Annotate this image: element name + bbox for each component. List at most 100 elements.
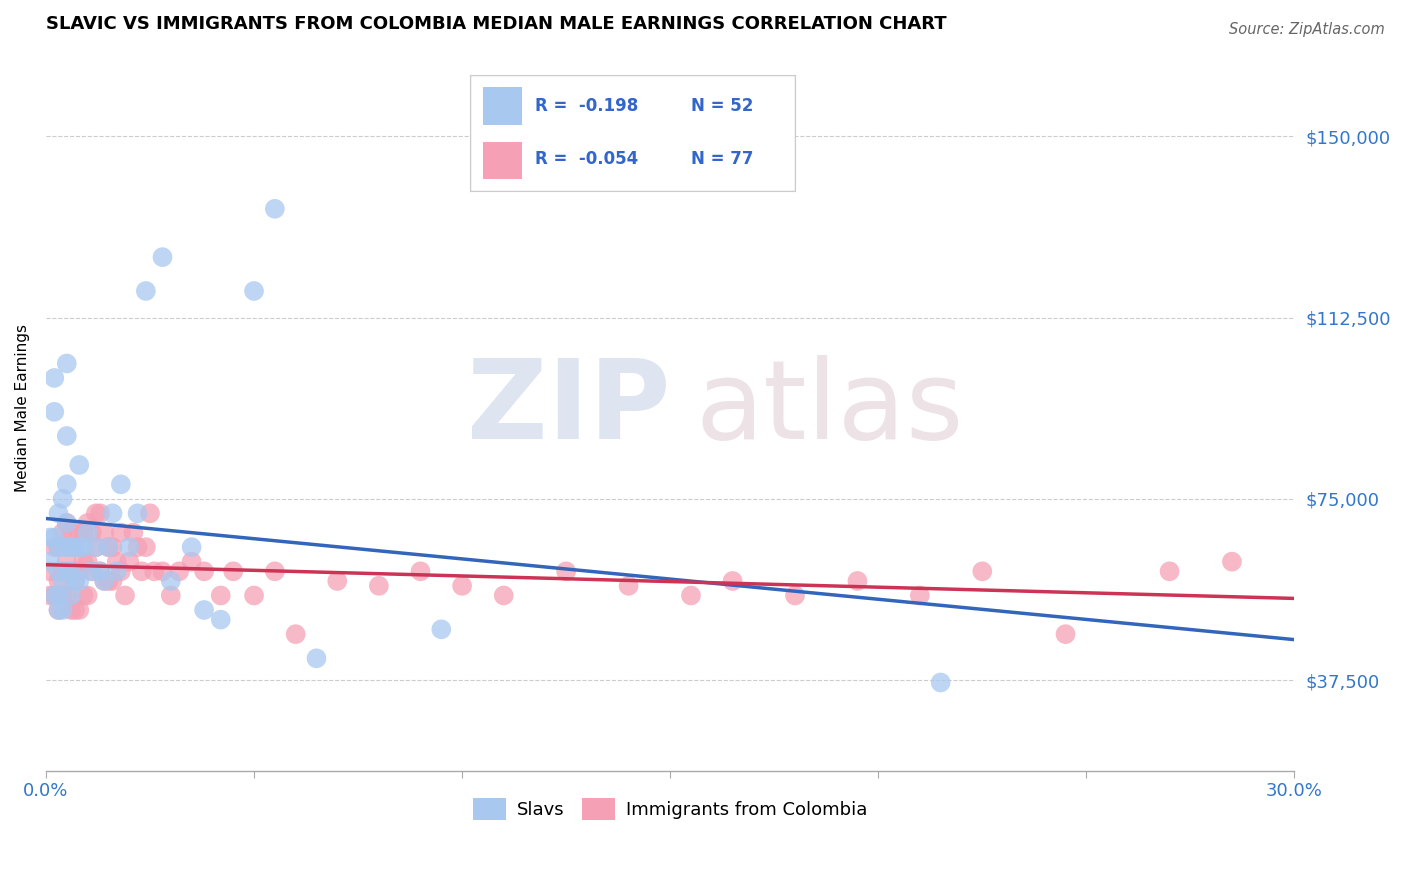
Y-axis label: Median Male Earnings: Median Male Earnings [15, 324, 30, 492]
Point [48, 506, 70, 520]
Point [1159, 564, 1181, 578]
Point [63, 540, 86, 554]
Point [89, 506, 111, 520]
Point [114, 589, 136, 603]
Point [52, 564, 75, 578]
Text: SLAVIC VS IMMIGRANTS FROM COLOMBIA MEDIAN MALE EARNINGS CORRELATION CHART: SLAVIC VS IMMIGRANTS FROM COLOMBIA MEDIA… [46, 15, 946, 33]
Point [326, 574, 349, 588]
Point [59, 564, 82, 578]
Point [180, 540, 202, 554]
Point [72, 589, 94, 603]
Point [55, 429, 77, 443]
Point [492, 589, 515, 603]
Point [105, 555, 128, 569]
Point [305, 651, 328, 665]
Point [135, 284, 157, 298]
Point [48, 589, 70, 603]
Point [122, 525, 145, 540]
Point [72, 540, 94, 554]
Point [63, 603, 86, 617]
Legend: Slavs, Immigrants from Colombia: Slavs, Immigrants from Colombia [467, 790, 875, 827]
Point [48, 540, 70, 554]
Point [89, 564, 111, 578]
Point [52, 525, 75, 540]
Point [127, 506, 149, 520]
Point [63, 540, 86, 554]
Point [167, 564, 190, 578]
Point [152, 250, 174, 264]
Point [263, 202, 285, 216]
Point [55, 555, 77, 569]
Point [52, 574, 75, 588]
Point [284, 627, 307, 641]
Point [55, 516, 77, 530]
Point [44, 531, 66, 545]
Point [59, 540, 82, 554]
Point [972, 564, 994, 578]
Point [55, 564, 77, 578]
Point [101, 540, 124, 554]
Text: Source: ZipAtlas.com: Source: ZipAtlas.com [1229, 22, 1385, 37]
Point [44, 589, 66, 603]
Point [48, 574, 70, 588]
Point [48, 603, 70, 617]
Point [679, 589, 702, 603]
Point [110, 564, 132, 578]
Point [139, 506, 162, 520]
Point [929, 675, 952, 690]
Point [131, 564, 153, 578]
Point [118, 540, 141, 554]
Point [159, 574, 181, 588]
Point [63, 574, 86, 588]
Point [67, 540, 90, 554]
Point [135, 540, 157, 554]
Point [55, 477, 77, 491]
Point [72, 555, 94, 569]
Point [97, 540, 120, 554]
Point [783, 589, 806, 603]
Point [908, 589, 931, 603]
Point [52, 491, 75, 506]
Point [67, 603, 90, 617]
Point [93, 574, 115, 588]
Point [84, 506, 107, 520]
Point [39, 555, 62, 569]
Point [48, 540, 70, 554]
Point [101, 506, 124, 520]
Point [55, 356, 77, 370]
Point [55, 589, 77, 603]
Point [67, 574, 90, 588]
Point [44, 405, 66, 419]
Point [76, 555, 98, 569]
Point [59, 603, 82, 617]
Point [59, 564, 82, 578]
Point [118, 555, 141, 569]
Point [180, 555, 202, 569]
Point [52, 603, 75, 617]
Point [159, 589, 181, 603]
Point [39, 531, 62, 545]
Point [39, 564, 62, 578]
Text: ZIP: ZIP [467, 355, 671, 462]
Point [55, 516, 77, 530]
Point [105, 564, 128, 578]
Point [243, 284, 266, 298]
Point [152, 564, 174, 578]
Point [127, 540, 149, 554]
Point [617, 579, 640, 593]
Point [52, 589, 75, 603]
Point [76, 589, 98, 603]
Point [76, 516, 98, 530]
Point [72, 525, 94, 540]
Point [430, 623, 453, 637]
Point [97, 540, 120, 554]
Point [76, 525, 98, 540]
Point [1054, 627, 1077, 641]
Point [52, 540, 75, 554]
Point [721, 574, 744, 588]
Point [67, 525, 90, 540]
Point [44, 540, 66, 554]
Point [367, 579, 389, 593]
Point [84, 540, 107, 554]
Point [93, 525, 115, 540]
